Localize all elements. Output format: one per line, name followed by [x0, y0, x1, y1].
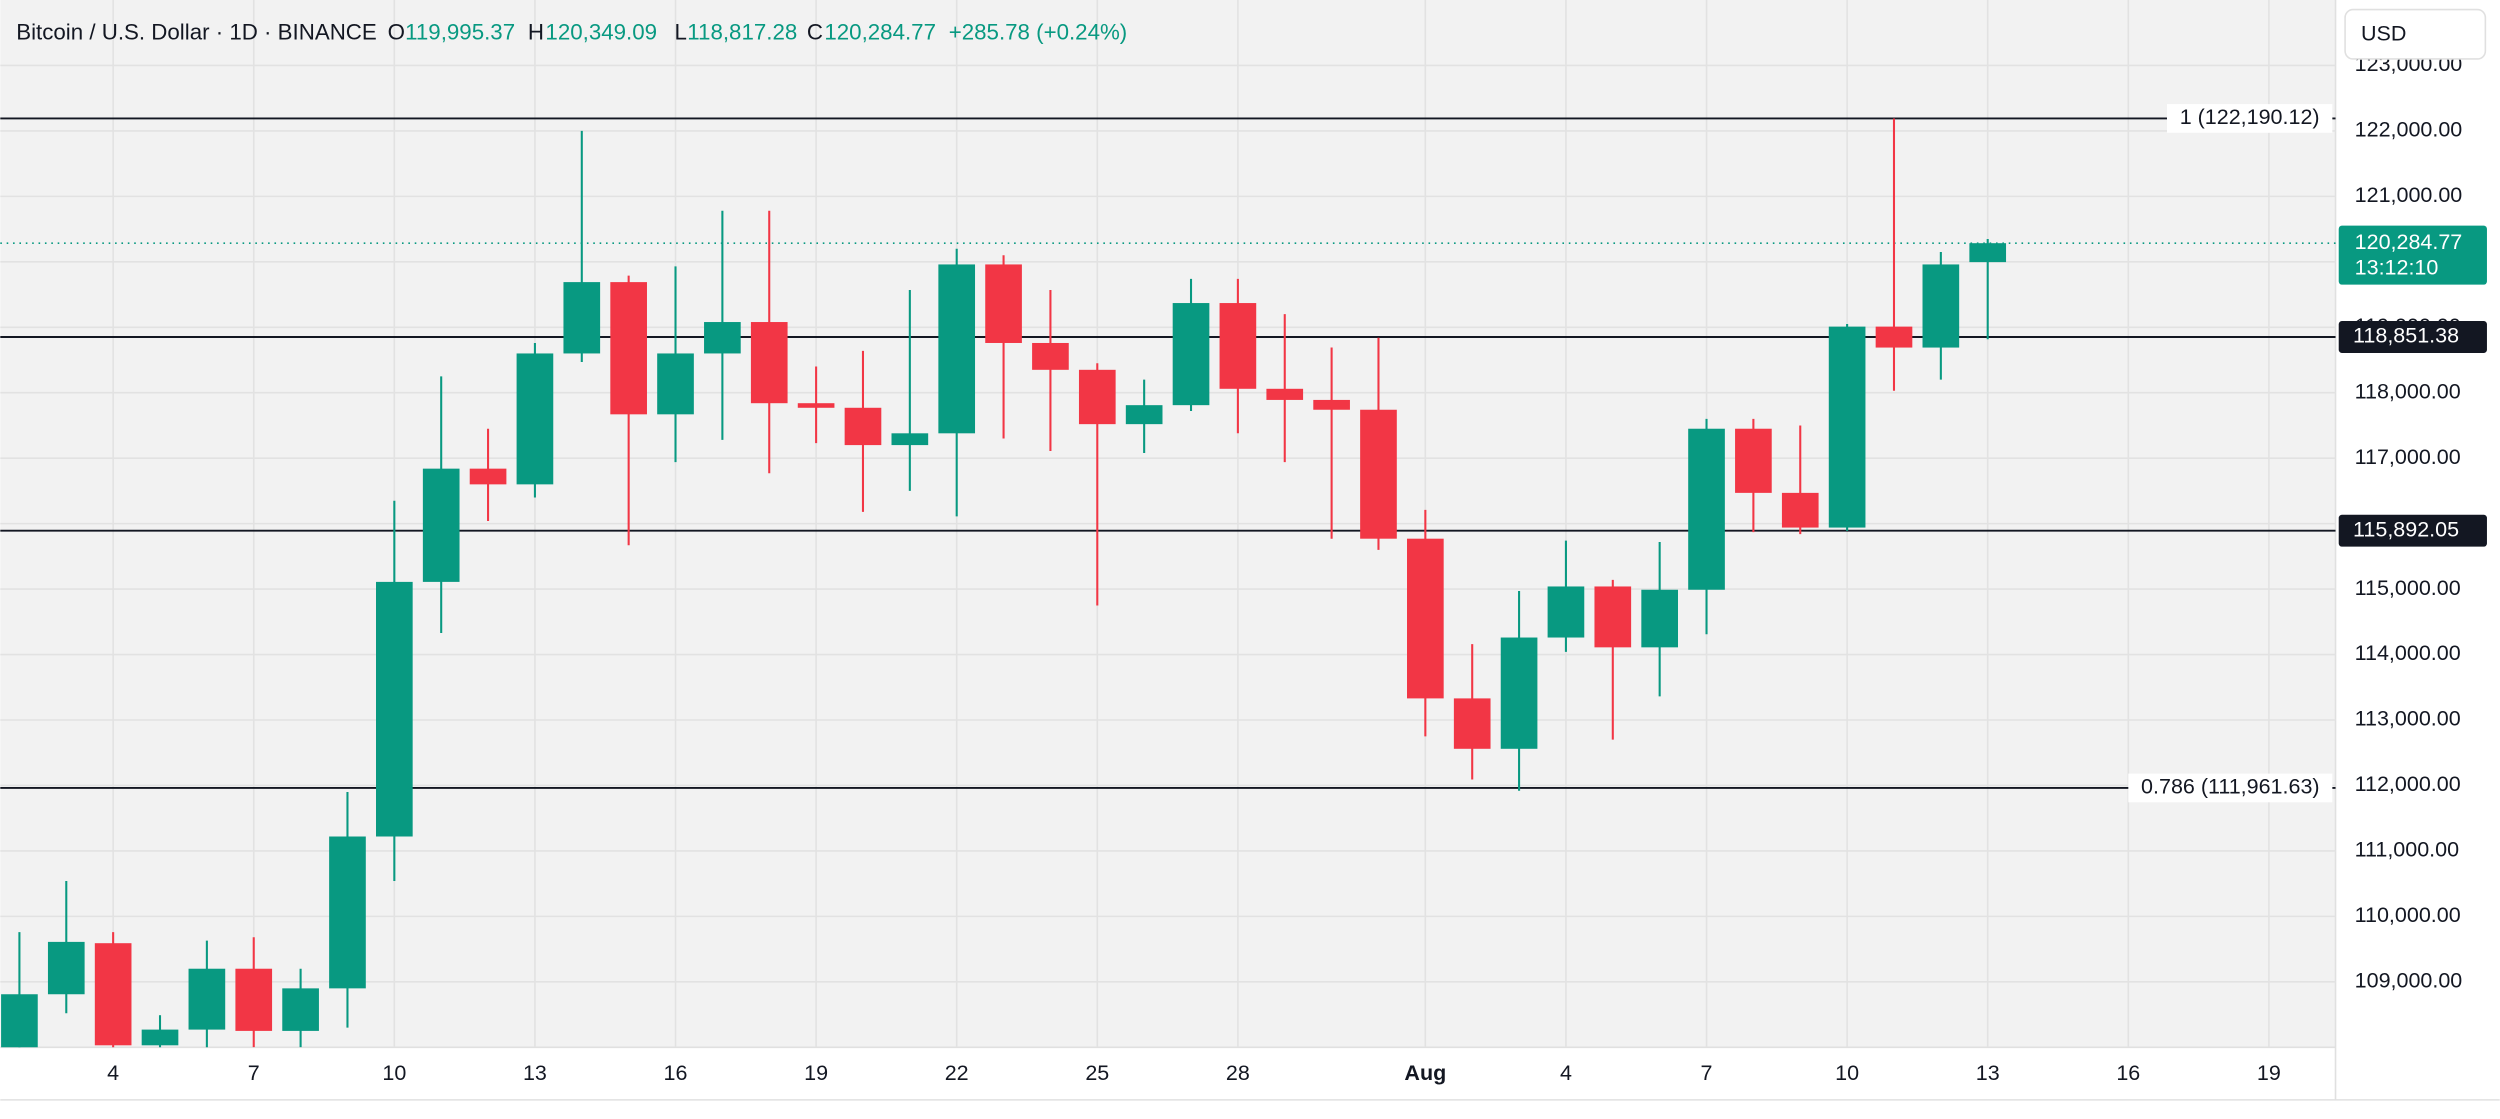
x-tick-label: 22 — [945, 1061, 969, 1085]
y-tick-label: 112,000.00 — [2355, 772, 2461, 796]
candle-body — [704, 322, 741, 354]
candle-body — [1172, 303, 1210, 406]
price-line-label: 118,851.38 — [2353, 324, 2459, 348]
y-tick-label: 121,000.00 — [2355, 183, 2463, 207]
x-tick-label: 4 — [1560, 1061, 1572, 1085]
x-tick-label: Aug — [1404, 1061, 1446, 1085]
y-tick-label: 111,000.00 — [2355, 838, 2459, 862]
currency-button-box[interactable] — [2344, 8, 2487, 60]
x-tick-label: 7 — [1701, 1061, 1713, 1085]
open-value: 119,995.37 — [405, 19, 515, 44]
last-price-tag — [2338, 225, 2487, 285]
candle-body — [516, 353, 554, 485]
candle-body — [1735, 428, 1772, 493]
low-label: L — [675, 19, 687, 44]
close-label: C — [807, 19, 823, 44]
last-price-label: 120,284.77 — [2355, 230, 2463, 254]
candle-body — [891, 433, 929, 446]
y-tick-label: 115,000.00 — [2355, 576, 2461, 600]
x-tick-label: 19 — [804, 1061, 828, 1085]
candle-body — [235, 968, 273, 1031]
candle-body — [1875, 326, 1913, 348]
candle-body — [1594, 586, 1632, 648]
y-tick-label: 113,000.00 — [2355, 707, 2461, 731]
candle-body — [1032, 342, 1069, 370]
candle-body — [750, 322, 788, 404]
x-tick-label: 16 — [2116, 1061, 2140, 1085]
x-tick-label: 10 — [382, 1061, 406, 1085]
open-label: O — [388, 19, 405, 44]
candle-body — [657, 353, 694, 415]
candle-body — [1828, 326, 1866, 528]
x-tick-label: 19 — [2257, 1061, 2281, 1085]
x-tick-label: 10 — [1835, 1061, 1859, 1085]
y-tick-label: 110,000.00 — [2355, 903, 2461, 927]
candle-body — [610, 282, 647, 415]
candle-body — [47, 941, 85, 995]
x-tick-label: 13 — [523, 1061, 547, 1085]
symbol: Bitcoin / U.S. Dollar · 1D · BINANCE — [16, 19, 377, 44]
grid — [0, 0, 2336, 1048]
candle-body — [1266, 388, 1304, 400]
candle-body — [469, 468, 507, 485]
x-tick-label: 7 — [248, 1061, 260, 1085]
fib-label-background — [2166, 104, 2333, 133]
low-value: 118,817.28 — [687, 19, 797, 44]
candle-body — [94, 943, 132, 1046]
candle-body — [1360, 409, 1397, 539]
y-tick-label: 109,000.00 — [2355, 969, 2463, 993]
candle-body — [1969, 243, 2007, 263]
candle-body — [1453, 698, 1491, 749]
x-tick-label: 28 — [1226, 1061, 1250, 1085]
candle-body — [1125, 405, 1163, 425]
candle-body — [1641, 589, 1678, 648]
candle-body — [1500, 637, 1538, 749]
candle-body — [282, 988, 319, 1031]
candle-body — [1781, 492, 1819, 528]
countdown: 13:12:10 — [2355, 255, 2439, 279]
change: +285.78 (+0.24%) — [949, 19, 1128, 44]
close-value: 120,284.77 — [824, 19, 936, 44]
candle-body — [329, 836, 366, 989]
y-tick-label: 117,000.00 — [2355, 445, 2461, 469]
x-tick-label: 25 — [1085, 1061, 1109, 1085]
candle-body — [1407, 538, 1444, 699]
candle-body — [141, 1029, 179, 1046]
y-tick-label: 122,000.00 — [2355, 118, 2463, 142]
candle-body — [1688, 428, 1725, 590]
candle-body — [188, 968, 226, 1030]
x-tick-label: 4 — [107, 1061, 119, 1085]
header: Bitcoin / U.S. Dollar · 1D · BINANCE O 1… — [16, 19, 1127, 44]
y-tick-label: 118,000.00 — [2355, 379, 2461, 403]
x-tick-label: 13 — [1976, 1061, 2000, 1085]
candle-body — [376, 581, 413, 837]
price-line-tag — [2338, 321, 2487, 353]
candles — [1, 118, 2007, 1048]
candle-body — [797, 403, 835, 408]
candle-body — [422, 468, 460, 582]
price-line-label: 115,892.05 — [2353, 517, 2459, 541]
candle-body — [985, 264, 1022, 343]
fib-level-label: 1 (122,190.12) — [2180, 105, 2320, 129]
candle-body — [1219, 303, 1257, 389]
candle-body — [844, 407, 882, 446]
candle-body — [1313, 399, 1350, 410]
x-tick-label: 16 — [664, 1061, 688, 1085]
candle-body — [938, 264, 976, 434]
candle-body — [563, 282, 601, 354]
high-label: H — [528, 19, 544, 44]
high-value: 120,349.09 — [545, 19, 657, 44]
candle-body — [1078, 369, 1116, 425]
candle-body — [1, 994, 38, 1048]
fib-level-label: 0.786 (111,961.63) — [2141, 775, 2320, 799]
y-tick-label: 114,000.00 — [2355, 641, 2461, 665]
fib-label-background — [2128, 773, 2333, 803]
candle-body — [1547, 586, 1585, 638]
price-line-tag — [2338, 514, 2487, 547]
currency-button[interactable]: USD — [2344, 8, 2487, 60]
currency[interactable]: USD — [2361, 22, 2406, 46]
candle-body — [1922, 264, 1960, 348]
